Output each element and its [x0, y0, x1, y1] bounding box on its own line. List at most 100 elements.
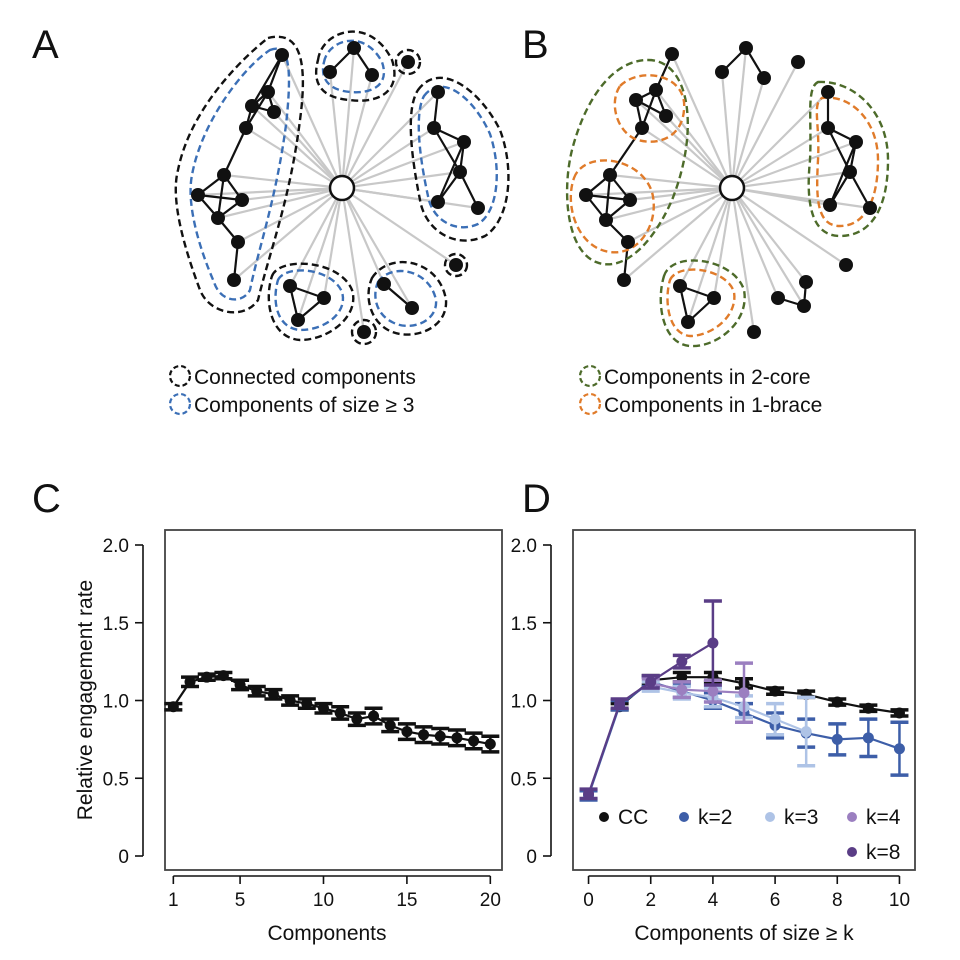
- spoke-line: [341, 91, 439, 189]
- data-point: [645, 676, 657, 688]
- spoke-line: [340, 187, 366, 333]
- y-tick-label: 1.0: [511, 692, 537, 713]
- spoke-line: [731, 61, 799, 189]
- spoke-line: [340, 74, 374, 189]
- spoke-line: [655, 89, 733, 189]
- data-point: [707, 637, 719, 649]
- y-tick-label: 1.0: [103, 692, 129, 713]
- spoke-line: [609, 173, 733, 190]
- data-point: [893, 743, 905, 755]
- spoke-line: [665, 115, 733, 189]
- data-point: [484, 738, 496, 750]
- spoke-line: [341, 170, 461, 190]
- legend-swatch-2core: [578, 364, 602, 388]
- data-point: [184, 676, 196, 688]
- data-point: [831, 733, 843, 745]
- x-tick-label: 10: [313, 890, 334, 911]
- panel-a-legend: Connected components Components of size …: [168, 364, 416, 417]
- spoke-line: [730, 77, 766, 189]
- spoke-line: [712, 187, 734, 299]
- series-line: [650, 682, 745, 694]
- spoke-line: [720, 71, 734, 189]
- panel-b-letter: B: [522, 23, 549, 67]
- panel-a-nodes: [191, 41, 485, 339]
- spoke-line: [241, 186, 343, 202]
- spoke-line: [341, 187, 413, 309]
- chart-c-xlabel: Components: [267, 922, 386, 945]
- spoke-line: [731, 127, 829, 189]
- series-line: [618, 676, 900, 715]
- x-tick-label: 20: [480, 890, 501, 911]
- data-point: [676, 671, 688, 683]
- y-tick-label: 1.5: [103, 614, 129, 635]
- data-point: [862, 732, 874, 744]
- x-tick-label: 5: [235, 890, 246, 911]
- spoke-line: [731, 187, 807, 283]
- chart-c-ylabel: Relative engagement rate: [74, 580, 97, 821]
- spoke-line: [670, 53, 734, 189]
- legend-label: k=2: [698, 806, 732, 829]
- spoke-line: [340, 47, 356, 189]
- chart-d-xlabel: Components of size ≥ k: [634, 922, 854, 945]
- legend-label-size3: Components of size ≥ 3: [194, 394, 414, 417]
- spoke-line: [341, 61, 409, 189]
- x-tick-label: 10: [889, 890, 910, 911]
- spoke-line: [731, 170, 851, 190]
- panel-b-hub-node: [718, 174, 746, 202]
- panel-b-network: Components in 2-core Components in 1-bra…: [565, 41, 890, 417]
- legend-label: CC: [618, 806, 648, 829]
- data-point: [769, 713, 781, 725]
- panel-b-legend: Components in 2-core Components in 1-bra…: [578, 364, 822, 417]
- data-point: [676, 656, 688, 668]
- spoke-line: [273, 111, 343, 189]
- chart-d-marks: [579, 599, 909, 802]
- chart-c: 00.51.01.52.01 5 10 15 20 Components Relativ…: [74, 529, 503, 945]
- panel-a-letter: A: [32, 23, 59, 67]
- spoke-line: [730, 187, 756, 333]
- x-tick-label: 15: [396, 890, 417, 911]
- data-point: [167, 701, 179, 713]
- data-point: [451, 732, 463, 744]
- data-point: [800, 726, 812, 738]
- data-point: [368, 710, 380, 722]
- chart-c-frame: [164, 529, 503, 871]
- chart-d: 0 0.5 1.0 1.5 2.0 0 2 4 6 8 10 CC k=2 k=3 k=4 k=8 Comp…: [511, 529, 916, 945]
- data-point: [217, 670, 229, 682]
- panel-a-hub-node: [328, 174, 356, 202]
- data-point: [614, 698, 626, 710]
- y-tick-label: 2.0: [511, 536, 537, 557]
- legend-swatch-1brace: [578, 392, 602, 416]
- spoke-line: [223, 173, 343, 190]
- data-point: [583, 788, 595, 800]
- legend-label-connected: Connected components: [194, 366, 416, 389]
- legend-marker: [599, 812, 609, 822]
- spoke-line: [731, 186, 871, 210]
- data-point: [234, 679, 246, 691]
- data-point: [384, 719, 396, 731]
- data-point: [418, 729, 430, 741]
- data-point: [317, 702, 329, 714]
- spoke-line: [341, 186, 479, 210]
- panel-a-component-outlines: [174, 30, 510, 346]
- spoke-line: [237, 187, 343, 243]
- spoke-line: [296, 187, 344, 321]
- chart-c-axes: 00.51.01.52.01 5 10 15 20: [103, 536, 501, 911]
- legend-marker: [679, 812, 689, 822]
- legend-label: k=3: [784, 806, 818, 829]
- spoke-line: [280, 54, 344, 189]
- spoke-line: [627, 187, 733, 243]
- legend-label: k=8: [866, 841, 900, 864]
- spoke-line: [629, 186, 733, 202]
- spoke-line: [267, 91, 343, 189]
- spoke-line: [686, 187, 734, 323]
- chart-d-legend: CC k=2 k=3 k=4 k=8: [599, 806, 901, 864]
- data-point: [707, 685, 719, 697]
- data-point: [201, 671, 213, 683]
- spoke-line: [341, 140, 465, 190]
- legend-marker: [765, 812, 775, 822]
- spoke-line: [322, 187, 344, 299]
- legend-marker: [847, 812, 857, 822]
- panel-b-nodes: [579, 41, 877, 339]
- spoke-line: [731, 91, 829, 189]
